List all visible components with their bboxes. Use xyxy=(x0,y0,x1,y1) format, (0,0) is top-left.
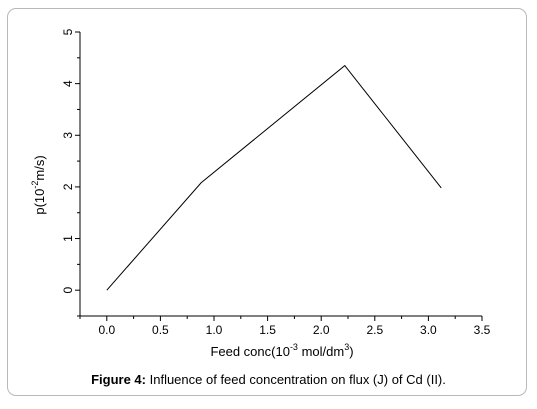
figure-frame xyxy=(7,8,527,396)
caption-label: Figure 4: xyxy=(91,372,146,387)
figure-caption: Figure 4: Influence of feed concentratio… xyxy=(0,372,537,387)
x-tick-label: 0.0 xyxy=(98,323,115,337)
x-tick-label: 0.5 xyxy=(152,323,169,337)
x-tick-label: 3.5 xyxy=(474,323,491,337)
y-tick-label: 5 xyxy=(61,28,75,35)
y-tick-label: 0 xyxy=(61,287,75,294)
x-axis-label: Feed conc(10-3 mol/dm3) xyxy=(210,342,353,359)
x-tick-label: 3.0 xyxy=(420,323,437,337)
x-tick-label: 1.5 xyxy=(259,323,276,337)
series-line xyxy=(106,64,442,291)
chart-ticks: 0.0 0.5 1.0 1.5 2.0 2.5 3.0 3.5 0 1 2 3 4 5 xyxy=(61,28,491,337)
x-tick-label: 1.0 xyxy=(206,323,223,337)
y-axis-label: p(10-2m/s) xyxy=(30,155,47,214)
caption-text: Influence of feed concentration on flux … xyxy=(146,372,446,387)
y-tick-label: 3 xyxy=(61,132,75,139)
x-tick-label: 2.0 xyxy=(313,323,330,337)
chart-axes xyxy=(79,32,482,317)
x-tick-label: 2.5 xyxy=(366,323,383,337)
y-tick-label: 4 xyxy=(61,80,75,87)
y-tick-label: 2 xyxy=(61,183,75,190)
chart-series xyxy=(106,64,442,291)
y-tick-label: 1 xyxy=(61,235,75,242)
